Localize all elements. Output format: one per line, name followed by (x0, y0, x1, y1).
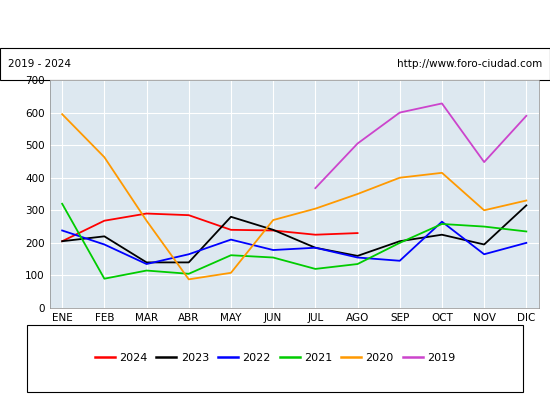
2024 (59, 239, 65, 244)
2022 (439, 219, 446, 224)
2020 (312, 206, 318, 211)
Legend: 2024, 2023, 2022, 2021, 2020, 2019: 2024, 2023, 2022, 2021, 2020, 2019 (90, 348, 460, 368)
2020 (354, 192, 361, 196)
2021 (397, 240, 403, 245)
2023 (354, 254, 361, 258)
2020 (481, 208, 487, 213)
2023 (228, 214, 234, 219)
2024 (228, 228, 234, 232)
2021 (228, 253, 234, 258)
2023 (101, 234, 108, 239)
2023 (312, 245, 318, 250)
2020 (185, 277, 192, 282)
2021 (59, 201, 65, 206)
2020 (101, 155, 108, 160)
Line: 2020: 2020 (62, 114, 526, 279)
2021 (143, 268, 150, 273)
2023 (523, 203, 530, 208)
2023 (439, 232, 446, 237)
2022 (185, 252, 192, 257)
2021 (270, 255, 277, 260)
2021 (185, 271, 192, 276)
2022 (143, 262, 150, 266)
2022 (354, 255, 361, 260)
2022 (481, 252, 487, 257)
Line: 2022: 2022 (62, 222, 526, 264)
2020 (439, 170, 446, 175)
Line: 2024: 2024 (62, 214, 358, 241)
2021 (312, 266, 318, 271)
2019 (397, 110, 403, 115)
2023 (143, 260, 150, 265)
2019 (354, 141, 361, 146)
2020 (143, 218, 150, 223)
2022 (312, 245, 318, 250)
2021 (101, 276, 108, 281)
2020 (270, 218, 277, 222)
2023 (397, 239, 403, 244)
2021 (354, 262, 361, 266)
2021 (439, 222, 446, 226)
2019 (481, 160, 487, 164)
FancyBboxPatch shape (27, 325, 523, 392)
2024 (354, 231, 361, 236)
Line: 2023: 2023 (62, 206, 526, 262)
Text: http://www.foro-ciudad.com: http://www.foro-ciudad.com (397, 59, 542, 69)
2021 (481, 224, 487, 229)
2019 (312, 186, 318, 190)
2022 (101, 242, 108, 247)
2020 (228, 270, 234, 275)
2022 (59, 228, 65, 233)
2022 (523, 240, 530, 245)
2020 (523, 198, 530, 203)
Text: Evolucion Nº Turistas Nacionales en el municipio de Castilleja de Guzmán: Evolucion Nº Turistas Nacionales en el m… (18, 18, 532, 30)
2023 (270, 228, 277, 232)
Line: 2021: 2021 (62, 204, 526, 279)
2024 (101, 218, 108, 223)
Line: 2019: 2019 (315, 104, 526, 188)
2024 (143, 211, 150, 216)
2023 (185, 260, 192, 265)
2024 (185, 213, 192, 218)
2019 (439, 101, 446, 106)
2020 (397, 175, 403, 180)
2024 (270, 228, 277, 233)
2022 (397, 258, 403, 263)
2022 (270, 248, 277, 252)
2024 (312, 232, 318, 237)
2023 (481, 242, 487, 247)
2020 (59, 112, 65, 117)
Text: 2019 - 2024: 2019 - 2024 (8, 59, 72, 69)
2019 (523, 114, 530, 118)
2021 (523, 229, 530, 234)
2023 (59, 239, 65, 244)
2022 (228, 237, 234, 242)
